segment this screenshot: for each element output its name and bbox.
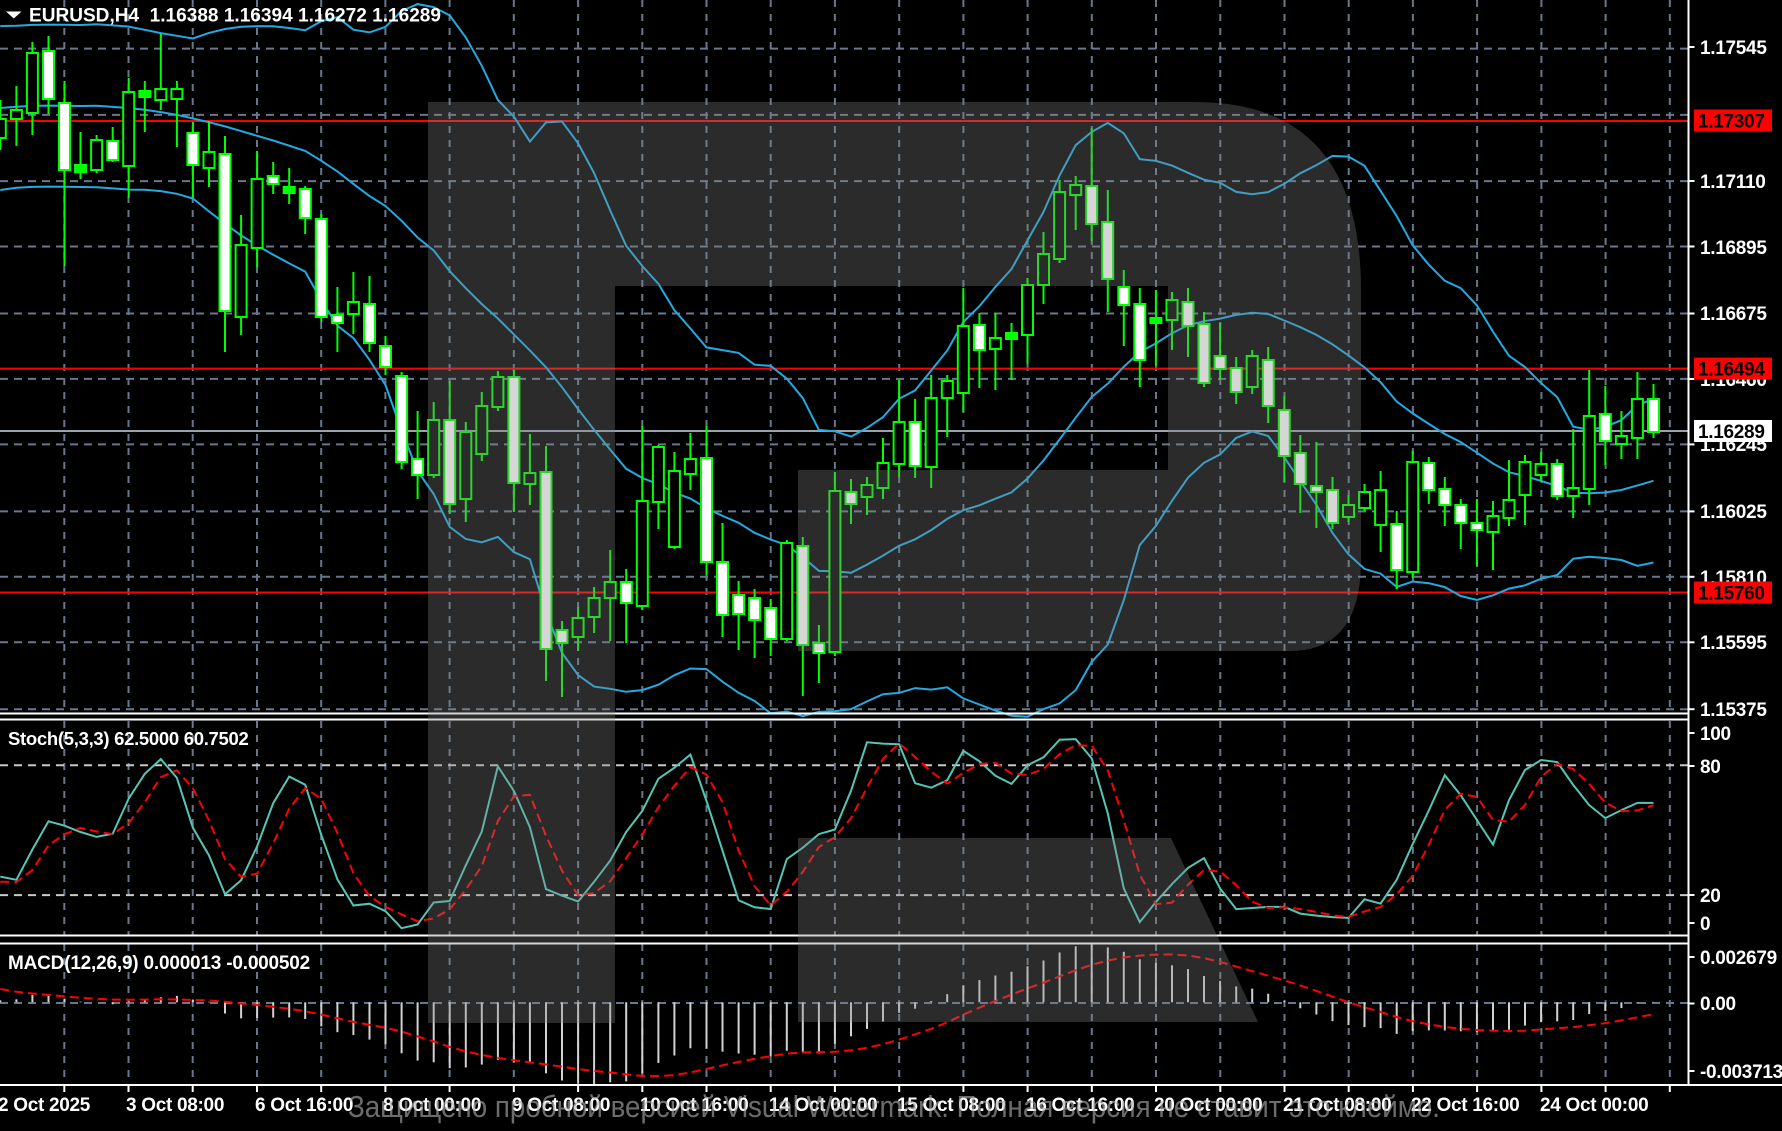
svg-text:0.002679: 0.002679 xyxy=(1700,948,1777,969)
svg-text:20 Oct 00:00: 20 Oct 00:00 xyxy=(1154,1095,1262,1116)
svg-text:3 Oct 08:00: 3 Oct 08:00 xyxy=(126,1095,224,1116)
svg-text:2 Oct 2025: 2 Oct 2025 xyxy=(0,1095,91,1116)
svg-text:1.17545: 1.17545 xyxy=(1700,38,1767,59)
svg-text:1.16025: 1.16025 xyxy=(1700,502,1767,523)
svg-text:1.17110: 1.17110 xyxy=(1700,172,1766,193)
svg-text:1.16895: 1.16895 xyxy=(1700,238,1767,259)
svg-text:6 Oct 16:00: 6 Oct 16:00 xyxy=(255,1095,353,1116)
svg-text:EURUSD,H4 1.16388 1.16394 1.1: EURUSD,H4 1.16388 1.16394 1.16272 1.1628… xyxy=(29,5,441,27)
svg-text:22 Oct 16:00: 22 Oct 16:00 xyxy=(1411,1095,1519,1116)
svg-text:21 Oct 08:00: 21 Oct 08:00 xyxy=(1283,1095,1391,1116)
svg-text:-0.003713: -0.003713 xyxy=(1700,1062,1782,1083)
svg-text:1.15595: 1.15595 xyxy=(1700,633,1767,654)
svg-text:80: 80 xyxy=(1700,757,1721,778)
svg-text:MACD(12,26,9) 0.000013 -0.0005: MACD(12,26,9) 0.000013 -0.000502 xyxy=(8,953,310,974)
svg-text:9 Oct 08:00: 9 Oct 08:00 xyxy=(512,1095,610,1116)
svg-text:10 Oct 16:00: 10 Oct 16:00 xyxy=(640,1095,748,1116)
svg-text:Защищено пробной версией Visua: Защищено пробной версией Visual Watermar… xyxy=(348,1089,1440,1124)
svg-text:20: 20 xyxy=(1700,886,1721,907)
svg-text:0.00: 0.00 xyxy=(1700,994,1736,1015)
svg-text:15 Oct 08:00: 15 Oct 08:00 xyxy=(897,1095,1005,1116)
svg-text:1.17307: 1.17307 xyxy=(1698,112,1765,133)
svg-text:100: 100 xyxy=(1700,724,1731,745)
svg-text:1.15760: 1.15760 xyxy=(1698,584,1765,605)
svg-text:0: 0 xyxy=(1700,914,1710,935)
svg-text:Stoch(5,3,3) 62.5000 60.7502: Stoch(5,3,3) 62.5000 60.7502 xyxy=(8,728,248,749)
svg-text:24 Oct 00:00: 24 Oct 00:00 xyxy=(1540,1095,1648,1116)
svg-text:1.16675: 1.16675 xyxy=(1700,304,1767,325)
svg-text:8 Oct 00:00: 8 Oct 00:00 xyxy=(383,1095,481,1116)
svg-text:16 Oct 16:00: 16 Oct 16:00 xyxy=(1026,1095,1134,1116)
svg-text:1.16289: 1.16289 xyxy=(1698,422,1765,443)
svg-text:1.15375: 1.15375 xyxy=(1700,700,1767,721)
svg-text:1.16494: 1.16494 xyxy=(1698,360,1765,381)
svg-text:14 Oct 00:00: 14 Oct 00:00 xyxy=(769,1095,877,1116)
